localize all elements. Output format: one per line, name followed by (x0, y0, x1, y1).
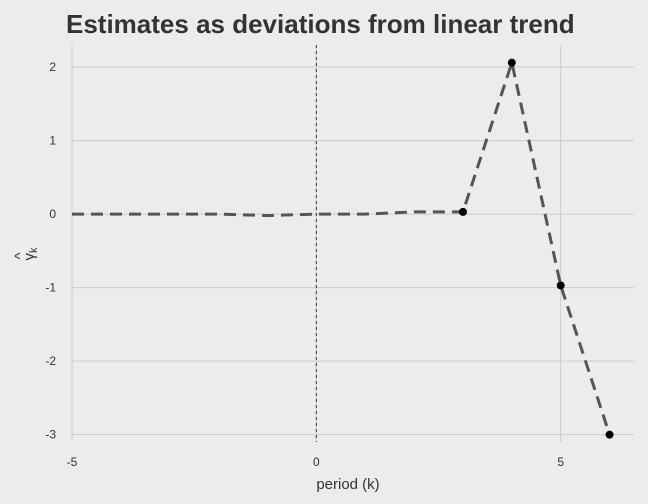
x-tick-label: 0 (313, 455, 320, 469)
svg-text:γk: γk (21, 247, 40, 261)
x-axis-label: period (k) (316, 476, 379, 493)
data-point (605, 430, 614, 439)
y-axis-label: γk ^ (12, 247, 40, 261)
chart-title: Estimates as deviations from linear tren… (66, 9, 575, 39)
x-tick-label: -5 (67, 455, 78, 469)
y-tick-label: -2 (45, 354, 56, 368)
y-tick-labels: -3 -2 -1 0 1 2 (45, 60, 56, 442)
y-tick-label: 0 (49, 207, 56, 221)
series-line-group (72, 56, 611, 436)
series-line (72, 56, 611, 436)
series-points-group (458, 58, 614, 439)
y-gridlines (72, 66, 634, 436)
y-tick-label: 1 (49, 134, 56, 148)
data-point (458, 207, 467, 216)
y-tick-label: -3 (45, 428, 56, 442)
y-axis-label-symbol: γ (21, 253, 38, 261)
data-point (556, 281, 565, 290)
y-axis-label-hat: ^ (12, 252, 29, 259)
y-axis-label-subscript: k (28, 247, 40, 253)
x-tick-label: 5 (557, 455, 564, 469)
y-tick-label: 2 (49, 60, 56, 74)
y-tick-label: -1 (45, 281, 56, 295)
x-tick-labels: -5 0 5 (67, 455, 565, 469)
data-point (507, 58, 516, 67)
